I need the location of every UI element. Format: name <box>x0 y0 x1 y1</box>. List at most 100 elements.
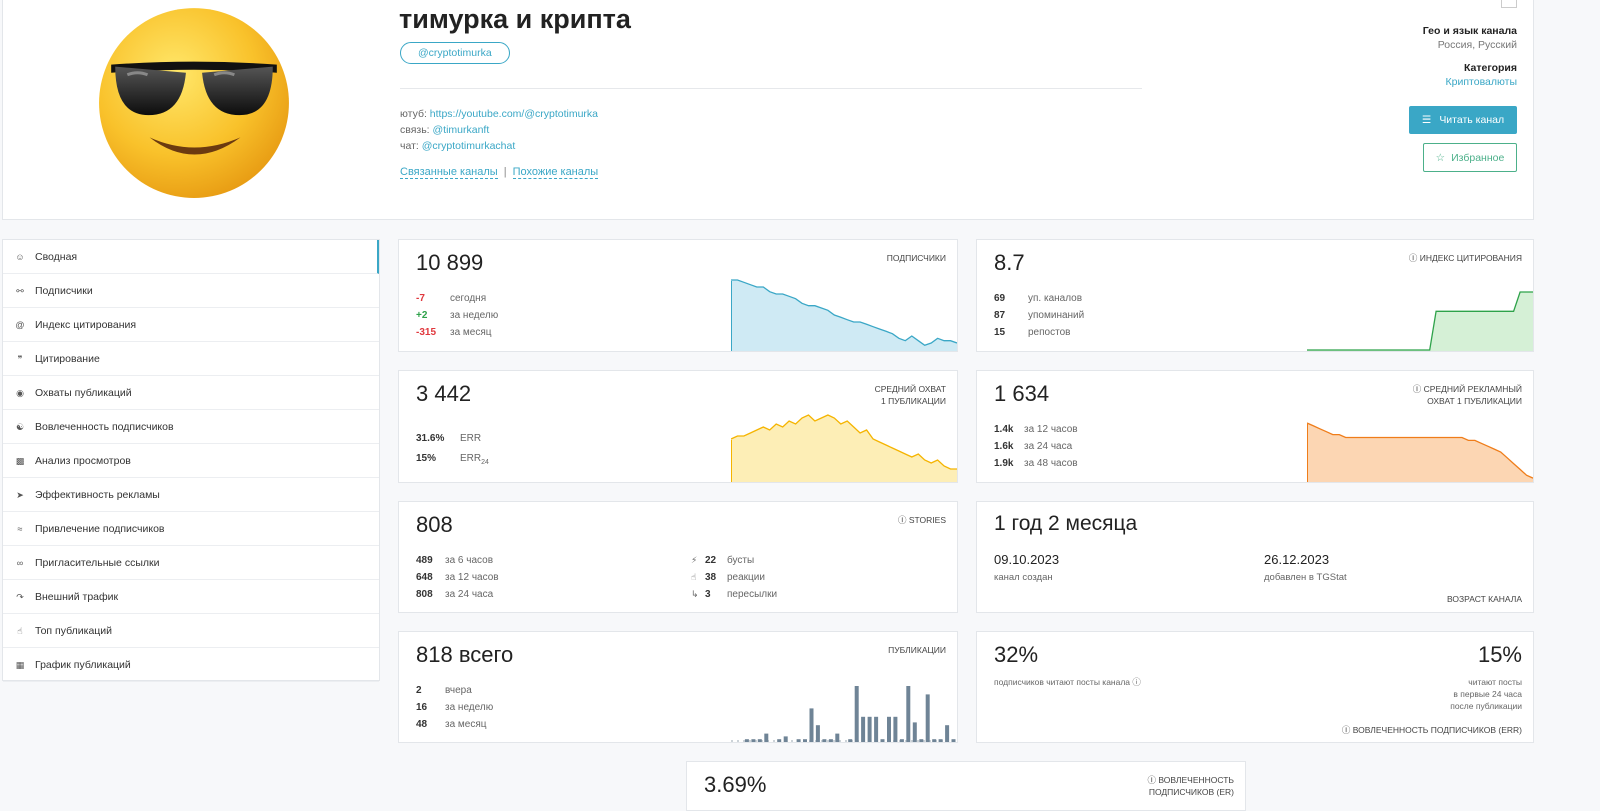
sidebar-item[interactable]: ☝ Топ публикаций <box>3 614 379 648</box>
stat-row: 31.6% ERR <box>416 429 489 449</box>
stat-number: -7 <box>416 293 425 304</box>
stat-number: 489 <box>416 555 433 566</box>
at-icon: @ <box>15 319 25 330</box>
ad-reach-rows: 1.4k за 12 часов 1.6k за 24 часа 1.9k за 48 ч… <box>994 421 1078 472</box>
added-label: добавлен в TGStat <box>1264 572 1347 583</box>
publication-bar <box>887 716 891 742</box>
sidebar-item[interactable]: ↷ Внешний трафик <box>3 580 379 614</box>
channel-handle[interactable]: @cryptotimurka <box>400 42 510 64</box>
publication-bar <box>777 739 782 742</box>
stat-text: за месяц <box>445 719 487 730</box>
desc-key: чат: <box>400 140 422 152</box>
stat-text: за 12 часов <box>445 572 499 583</box>
read-channel-button[interactable]: ☰ Читать канал <box>1409 106 1517 134</box>
stat-text: репостов <box>1028 327 1071 338</box>
sidebar-item[interactable]: ⚯ Подписчики <box>3 274 379 308</box>
similar-channels-link[interactable]: Похожие каналы <box>512 166 599 179</box>
publication-bar <box>822 739 827 742</box>
sidebar-item[interactable]: ▦ График публикаций <box>3 648 379 682</box>
err-text-left-value: подписчиков читают посты канала <box>994 677 1131 687</box>
stat-text: уп. каналов <box>1028 293 1083 304</box>
sidebar-item-label: График публикаций <box>35 658 131 671</box>
reach-sparkline <box>731 414 957 482</box>
sidebar-item[interactable]: ◉ Охваты публикаций <box>3 376 379 410</box>
sidebar-item[interactable]: ∞ Пригласительные ссылки <box>3 546 379 580</box>
publications-value: 818 всего <box>416 642 513 668</box>
sidebar-item[interactable]: @ Индекс цитирования <box>3 308 379 342</box>
stat-row: 15 репостов <box>994 324 1084 341</box>
stat-number: 87 <box>994 310 1006 321</box>
stat-row: 489 за 6 часов <box>416 552 499 569</box>
share-icon: ↷ <box>16 591 24 602</box>
read-channel-label: Читать канал <box>1439 114 1505 126</box>
channel-age-value: 1 год 2 месяца <box>994 512 1138 535</box>
created-date: 09.10.2023 <box>994 552 1060 567</box>
youtube-link[interactable]: https://youtube.com/@cryptotimurka <box>429 108 599 120</box>
ad-reach-label-line2: ОХВАТ 1 ПУБЛИКАЦИИ <box>1427 396 1522 406</box>
stat-text: сегодня <box>450 293 487 304</box>
ad-reach-sparkline <box>1307 422 1533 482</box>
geo-label: Гео и язык канала <box>1422 25 1517 37</box>
publication-bar <box>809 708 814 742</box>
stat-row: ⚡ 22 бусты <box>691 552 777 569</box>
read-icon: ☰ <box>1421 114 1432 126</box>
sidebar-item-label: Привлечение подписчиков <box>35 522 165 535</box>
reach-label: СРЕДНИЙ ОХВАТ 1 ПУБЛИКАЦИИ <box>875 383 946 407</box>
sidebar-item[interactable]: ➤ Эффективность рекламы <box>3 478 379 512</box>
stories-card[interactable]: 808 ⓘ STORIES 489 за 6 часов 648 за 12 часо… <box>398 501 958 613</box>
subs_sparkline-area <box>731 280 957 351</box>
reach-card[interactable]: 3 442 СРЕДНИЙ ОХВАТ 1 ПУБЛИКАЦИИ 31.6% ERR… <box>398 370 958 483</box>
er-label: ⓘ ВОВЛЕЧЕННОСТЬ ПОДПИСЧИКОВ (ER) <box>1147 774 1234 798</box>
stat-number: 1.6k <box>994 441 1014 452</box>
sidebar-item-label: Цитирование <box>35 352 100 365</box>
stat-text: за 12 часов <box>1024 424 1078 435</box>
publications-count: 818 <box>416 642 453 667</box>
stat-text: ERR <box>460 453 482 464</box>
header-menu-button[interactable] <box>1501 0 1517 8</box>
er-card[interactable]: 3.69% ⓘ ВОВЛЕЧЕННОСТЬ ПОДПИСЧИКОВ (ER) <box>686 761 1246 811</box>
sidebar-item[interactable]: ❞ Цитирование <box>3 342 379 376</box>
reach_sparkline-area <box>731 415 957 482</box>
sidebar-item-label: Пригласительные ссылки <box>35 556 160 569</box>
publications-card[interactable]: 818 всего ПУБЛИКАЦИИ 2 вчера 16 за неделю 48… <box>398 631 958 743</box>
added-block: 26.12.2023 добавлен в TGStat <box>1264 552 1347 583</box>
publication-bar <box>906 686 911 742</box>
err-card[interactable]: 32% подписчиков читают посты канала ⓘ 15… <box>976 631 1534 743</box>
favorite-button[interactable]: ☆ Избранное <box>1423 143 1517 172</box>
stat-row: 87 упоминаний <box>994 307 1084 324</box>
err-label: ⓘ ВОВЛЕЧЕННОСТЬ ПОДПИСЧИКОВ (ERR) <box>1342 724 1522 736</box>
stat-row: 2 вчера <box>416 682 493 699</box>
sidebar-item[interactable]: ≈ Привлечение подписчиков <box>3 512 379 546</box>
reach_sparkline-line <box>731 414 957 470</box>
channel-age-card[interactable]: 1 год 2 месяца 09.10.2023 канал создан 2… <box>976 501 1534 613</box>
ad-reach-card[interactable]: 1 634 ⓘ СРЕДНИЙ РЕКЛАМНЫЙ ОХВАТ 1 ПУБЛИКА… <box>976 370 1534 483</box>
added-date: 26.12.2023 <box>1264 552 1330 567</box>
created-block: 09.10.2023 канал создан <box>994 552 1059 583</box>
stat-text: за месяц <box>450 327 492 338</box>
stat-number: 648 <box>416 572 433 583</box>
sidebar-item[interactable]: ▩ Анализ просмотров <box>3 444 379 478</box>
ad-reach-label-line1: СРЕДНИЙ РЕКЛАМНЫЙ <box>1423 384 1522 394</box>
subscribers-card[interactable]: 10 899 ПОДПИСЧИКИ -7 сегодня +2 за неделю -3… <box>398 239 958 352</box>
publication-bar <box>848 739 853 742</box>
related-channels-link[interactable]: Связанные каналы <box>400 166 498 179</box>
subscribers-sparkline <box>731 279 957 351</box>
sidebar-item[interactable]: ☯ Вовлеченность подписчиков <box>3 410 379 444</box>
stat-text: пересылки <box>727 589 778 600</box>
sidebar-item[interactable]: ☺ Сводная <box>3 240 379 274</box>
chat-link[interactable]: @cryptotimurkachat <box>421 140 516 152</box>
stat-text: за неделю <box>450 310 499 321</box>
citation-card[interactable]: 8.7 ⓘ ИНДЕКС ЦИТИРОВАНИЯ 69 уп. каналов 87… <box>976 239 1534 352</box>
publication-bar <box>880 739 885 742</box>
header-divider <box>400 88 1142 89</box>
category-link[interactable]: Криптовалюты <box>1445 76 1517 88</box>
stat-number: 31.6% <box>416 433 445 444</box>
err-text-right-line: в первые 24 часа <box>1453 689 1522 699</box>
stat-number: 48 <box>416 719 428 730</box>
stat-number: 3 <box>705 589 711 600</box>
link-icon: ∞ <box>16 557 24 568</box>
thumbs-up-icon: ☝ <box>17 625 23 636</box>
desc-key: связь: <box>400 124 433 136</box>
publication-bar <box>893 716 898 742</box>
contact-link[interactable]: @timurkanft <box>432 124 490 136</box>
